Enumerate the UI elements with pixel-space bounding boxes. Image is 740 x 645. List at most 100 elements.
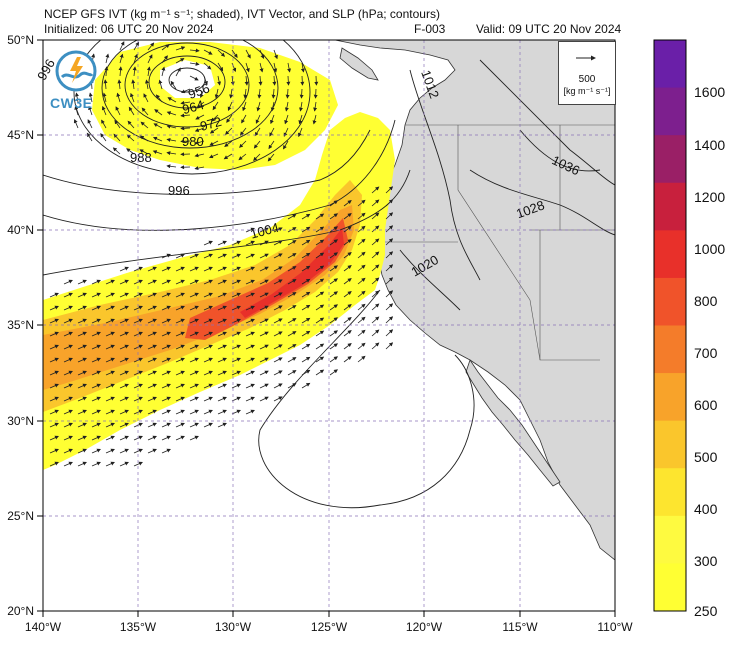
ivt-vector-arrow: [385, 225, 394, 233]
ivt-vector-arrow: [194, 140, 205, 145]
ivt-vector-arrow: [180, 100, 191, 105]
ivt-vector-arrow: [63, 370, 73, 376]
ivt-vector-arrow: [315, 278, 325, 285]
ivt-vector-arrow: [49, 422, 59, 428]
ivt-vector-arrow: [343, 239, 352, 246]
ivt-vector-arrow: [231, 370, 241, 376]
ivt-vector-arrow: [254, 127, 261, 137]
ivt-vector-arrow: [87, 119, 93, 129]
ivt-vector-arrow: [315, 213, 325, 220]
ivt-vector-arrow: [63, 396, 73, 402]
ivt-vector-arrow: [208, 153, 219, 159]
ivt-vector-arrow: [203, 279, 213, 285]
lat-tick-label: 50°N: [7, 33, 34, 47]
ivt-vector-arrow: [130, 92, 135, 103]
ivt-vector-arrow: [77, 305, 87, 311]
ivt-vector-arrow: [231, 62, 237, 73]
ivt-vector-arrow: [91, 318, 101, 324]
ivt-vector-arrow: [147, 422, 157, 428]
ivt-vector-arrow: [273, 370, 283, 376]
ivt-vector-arrow: [301, 343, 311, 350]
lat-tick-label: 25°N: [7, 509, 34, 523]
ivt-vector-arrow: [77, 357, 87, 363]
ivt-vector-arrow: [299, 101, 303, 112]
ivt-vector-arrow: [49, 383, 59, 389]
ivt-vector-arrow: [161, 448, 171, 454]
ivt-vector-arrow: [161, 318, 171, 324]
ivt-vector-arrow: [259, 357, 269, 363]
ivt-vector-arrow: [315, 265, 325, 272]
ivt-vector-arrow: [284, 101, 289, 112]
ivt-vector-arrow: [105, 409, 115, 415]
lon-tick-label: 140°W: [25, 620, 62, 634]
ivt-vector-arrow: [203, 292, 213, 298]
ivt-vector-arrow: [231, 357, 241, 363]
ivt-vector-arrow: [189, 305, 199, 311]
ivt-vector-arrow: [315, 343, 325, 350]
ivt-vector-arrow: [343, 330, 352, 337]
ivt-vector-arrow: [161, 396, 171, 402]
colorbar-label: 500: [694, 449, 718, 465]
ivt-vector-arrow: [175, 422, 185, 428]
ivt-vector-arrow: [91, 331, 101, 337]
ivt-vector-arrow: [133, 461, 143, 467]
ivt-vector-arrow: [371, 186, 380, 194]
ivt-vector-arrow: [285, 88, 290, 99]
ivt-vector-arrow: [287, 305, 297, 311]
ivt-vector-arrow: [77, 344, 87, 350]
ivt-vector-arrow: [329, 278, 338, 285]
ivt-vector-arrow: [161, 435, 171, 441]
reference-vector-value: 500: [578, 74, 596, 85]
ivt-vector-arrow: [105, 422, 115, 428]
ivt-vector-arrow: [371, 212, 380, 220]
ivt-vector-arrow: [189, 357, 199, 363]
ivt-vector-arrow: [315, 330, 325, 337]
ivt-vector-arrow: [161, 331, 171, 337]
ivt-vector-arrow: [189, 75, 199, 81]
ivt-vector-arrow: [287, 279, 297, 285]
ivt-vector-arrow: [141, 107, 149, 116]
ivt-vector-arrow: [147, 318, 157, 324]
ivt-vector-arrow: [283, 140, 289, 150]
ivt-vector-arrow: [74, 92, 79, 103]
ivt-vector-arrow: [273, 318, 283, 324]
lon-tick-label: 115°W: [502, 620, 538, 634]
ivt-vector-arrow: [371, 342, 380, 350]
ivt-vector-arrow: [119, 435, 129, 441]
ivt-vector-arrow: [155, 94, 163, 103]
ivt-vector-arrow: [147, 396, 157, 402]
lat-tick-label: 35°N: [7, 318, 34, 332]
ivt-vector-arrow: [371, 238, 380, 246]
ivt-vector-arrow: [357, 290, 366, 298]
ivt-vector-arrow: [313, 101, 318, 112]
colorbar-swatch: [654, 325, 686, 374]
ivt-vector-arrow: [329, 239, 338, 246]
ivt-vector-arrow: [343, 291, 352, 298]
ivt-vector-arrow: [217, 409, 227, 415]
ivt-vector-arrow: [194, 127, 205, 132]
ivt-vector-arrow: [224, 127, 233, 135]
ivt-vector-arrow: [315, 369, 325, 376]
ivt-vector-arrow: [371, 303, 380, 311]
ivt-vector-arrow: [203, 396, 213, 402]
ivt-vector-arrow: [287, 266, 297, 272]
ivt-vector-arrow: [255, 114, 261, 124]
ivt-vector-arrow: [119, 422, 129, 428]
ivt-vector-arrow: [104, 66, 109, 77]
ivt-vector-arrow: [297, 127, 303, 138]
ivt-vector-arrow: [91, 305, 101, 311]
ivt-vector-arrow: [91, 344, 101, 350]
ivt-vector-arrow: [385, 212, 394, 220]
ivt-vector-arrow: [231, 266, 241, 272]
ivt-vector-arrow: [180, 126, 191, 131]
ivt-vector-arrow: [315, 226, 325, 233]
ivt-vector-arrow: [259, 344, 269, 350]
ivt-vector-arrow: [49, 461, 59, 467]
ivt-vector-arrow: [245, 292, 255, 298]
ivt-vector-arrow: [209, 140, 219, 146]
ivt-vector-arrow: [312, 114, 317, 125]
ivt-vector-arrow: [224, 140, 233, 147]
ivt-vector-arrow: [105, 344, 115, 350]
ivt-vector-arrow: [147, 305, 157, 311]
ivt-vector-arrow: [119, 292, 129, 298]
